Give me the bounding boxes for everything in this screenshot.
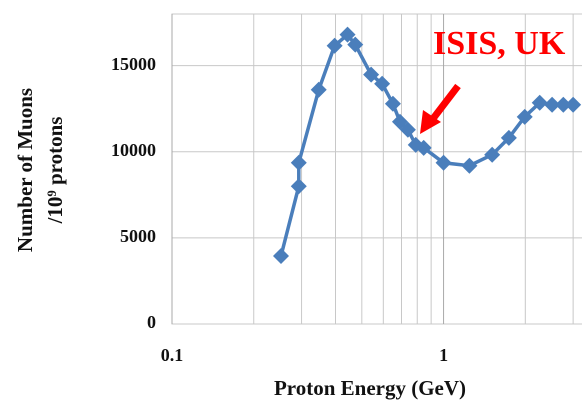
point-marker (484, 146, 501, 163)
y-tick-label: 5000 (120, 226, 156, 246)
point-marker (347, 36, 364, 53)
y-tick-label: 15000 (111, 54, 156, 74)
point-marker (565, 96, 582, 113)
point-marker (555, 96, 572, 113)
point-marker (290, 178, 307, 195)
point-marker (363, 66, 380, 83)
y-tick-label: 10000 (111, 140, 156, 160)
arrow-shaft (429, 83, 461, 123)
annotation: ISIS, UK (420, 25, 566, 134)
point-marker (415, 139, 432, 156)
point-marker (516, 108, 533, 125)
y-tick-label: 0 (147, 312, 156, 332)
point-marker (290, 154, 307, 171)
arrow-head (420, 110, 441, 134)
y-axis-title: Number of Muons (13, 88, 37, 252)
x-tick-label: 1 (439, 345, 448, 365)
point-marker (500, 129, 517, 146)
point-marker (435, 154, 452, 171)
point-marker (384, 95, 401, 112)
point-marker (326, 37, 343, 54)
point-marker (544, 96, 561, 113)
y-axis-title: /10⁹ protons (43, 117, 67, 225)
point-marker (531, 94, 548, 111)
point-marker (461, 157, 478, 174)
x-axis-title: Proton Energy (GeV) (274, 376, 466, 400)
x-tick-label: 0.1 (161, 345, 184, 365)
annotation-text: ISIS, UK (433, 25, 566, 62)
point-marker (339, 26, 356, 43)
point-marker (399, 121, 416, 138)
point-marker (273, 247, 290, 264)
point-marker (374, 75, 391, 92)
point-marker (310, 81, 327, 98)
